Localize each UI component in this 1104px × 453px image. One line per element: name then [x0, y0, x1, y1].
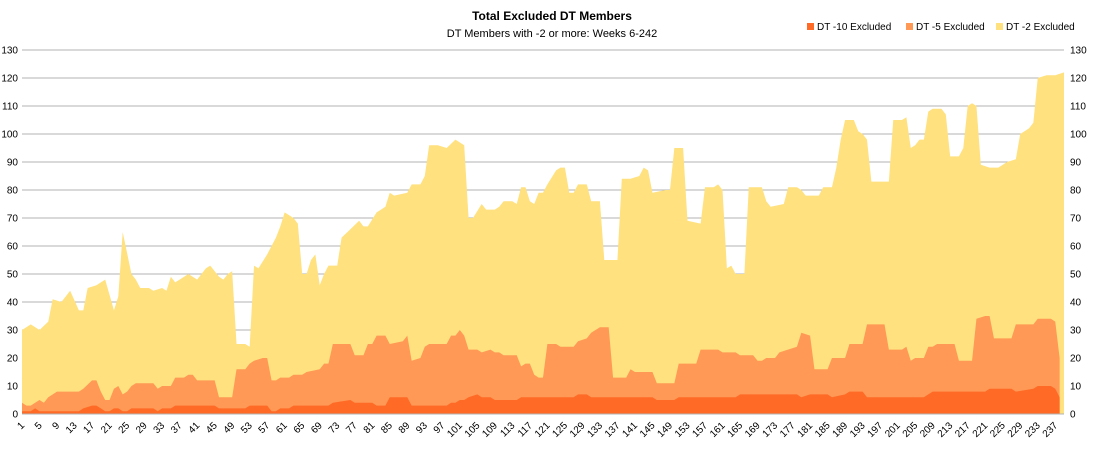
legend-swatch-dt10: [807, 23, 814, 30]
y-tick-label: 20: [7, 354, 19, 365]
y-tick-label-right: 0: [1070, 410, 1076, 421]
y-tick-label: 100: [1, 130, 18, 141]
y-tick-label-right: 20: [1070, 354, 1082, 365]
legend-label-dt5: DT -5 Excluded: [916, 22, 985, 33]
area-series: [22, 69, 1064, 414]
y-tick-label: 50: [7, 270, 19, 281]
legend-item-dt10: DT -10 Excluded: [807, 22, 891, 33]
y-tick-label-right: 50: [1070, 270, 1082, 281]
y-tick-label-right: 30: [1070, 326, 1082, 337]
y-tick-label: 40: [7, 298, 19, 309]
legend-label-dt10: DT -10 Excluded: [817, 22, 891, 33]
y-tick-label-right: 10: [1070, 382, 1082, 393]
y-tick-label: 60: [7, 242, 19, 253]
y-tick-label-right: 90: [1070, 158, 1082, 169]
y-tick-label: 0: [12, 410, 18, 421]
y-tick-label-right: 110: [1070, 102, 1086, 113]
y-tick-label: 30: [7, 326, 19, 337]
y-tick-label-right: 70: [1070, 214, 1082, 225]
legend: DT -10 Excluded DT -5 Excluded DT -2 Exc…: [807, 22, 1075, 33]
area-dt-5-excluded: [22, 316, 1060, 414]
y-tick-label: 80: [7, 186, 19, 197]
y-axis-right: 0 10 20 30 40 50 60 70 80 90 100 110 120 130: [1070, 46, 1087, 421]
y-tick-label: 130: [1, 46, 18, 57]
legend-swatch-dt5: [906, 23, 913, 30]
y-tick-label: 110: [2, 102, 18, 113]
y-tick-label: 10: [7, 382, 19, 393]
y-tick-label-right: 40: [1070, 298, 1082, 309]
chart-subtitle: DT Members with -2 or more: Weeks 6-242: [447, 28, 658, 40]
y-tick-label-right: 80: [1070, 186, 1082, 197]
y-tick-label-right: 60: [1070, 242, 1082, 253]
y-axis-left: 0 10 20 30 40 50 60 70 80 90 100 110 120 130: [1, 46, 18, 421]
legend-item-dt2: DT -2 Excluded: [996, 22, 1075, 33]
area-dt-2-excluded: [22, 69, 1064, 414]
y-tick-label-right: 100: [1070, 130, 1087, 141]
y-tick-label: 70: [7, 214, 19, 225]
legend-swatch-dt2: [996, 23, 1003, 30]
y-tick-label-right: 120: [1070, 74, 1087, 85]
legend-label-dt2: DT -2 Excluded: [1006, 22, 1075, 33]
area-dt-10-excluded: [22, 386, 1060, 414]
legend-item-dt5: DT -5 Excluded: [906, 22, 985, 33]
chart-title: Total Excluded DT Members: [472, 9, 632, 23]
y-tick-label: 90: [7, 158, 19, 169]
y-tick-label-right: 130: [1070, 46, 1087, 57]
y-tick-label: 120: [1, 74, 18, 85]
